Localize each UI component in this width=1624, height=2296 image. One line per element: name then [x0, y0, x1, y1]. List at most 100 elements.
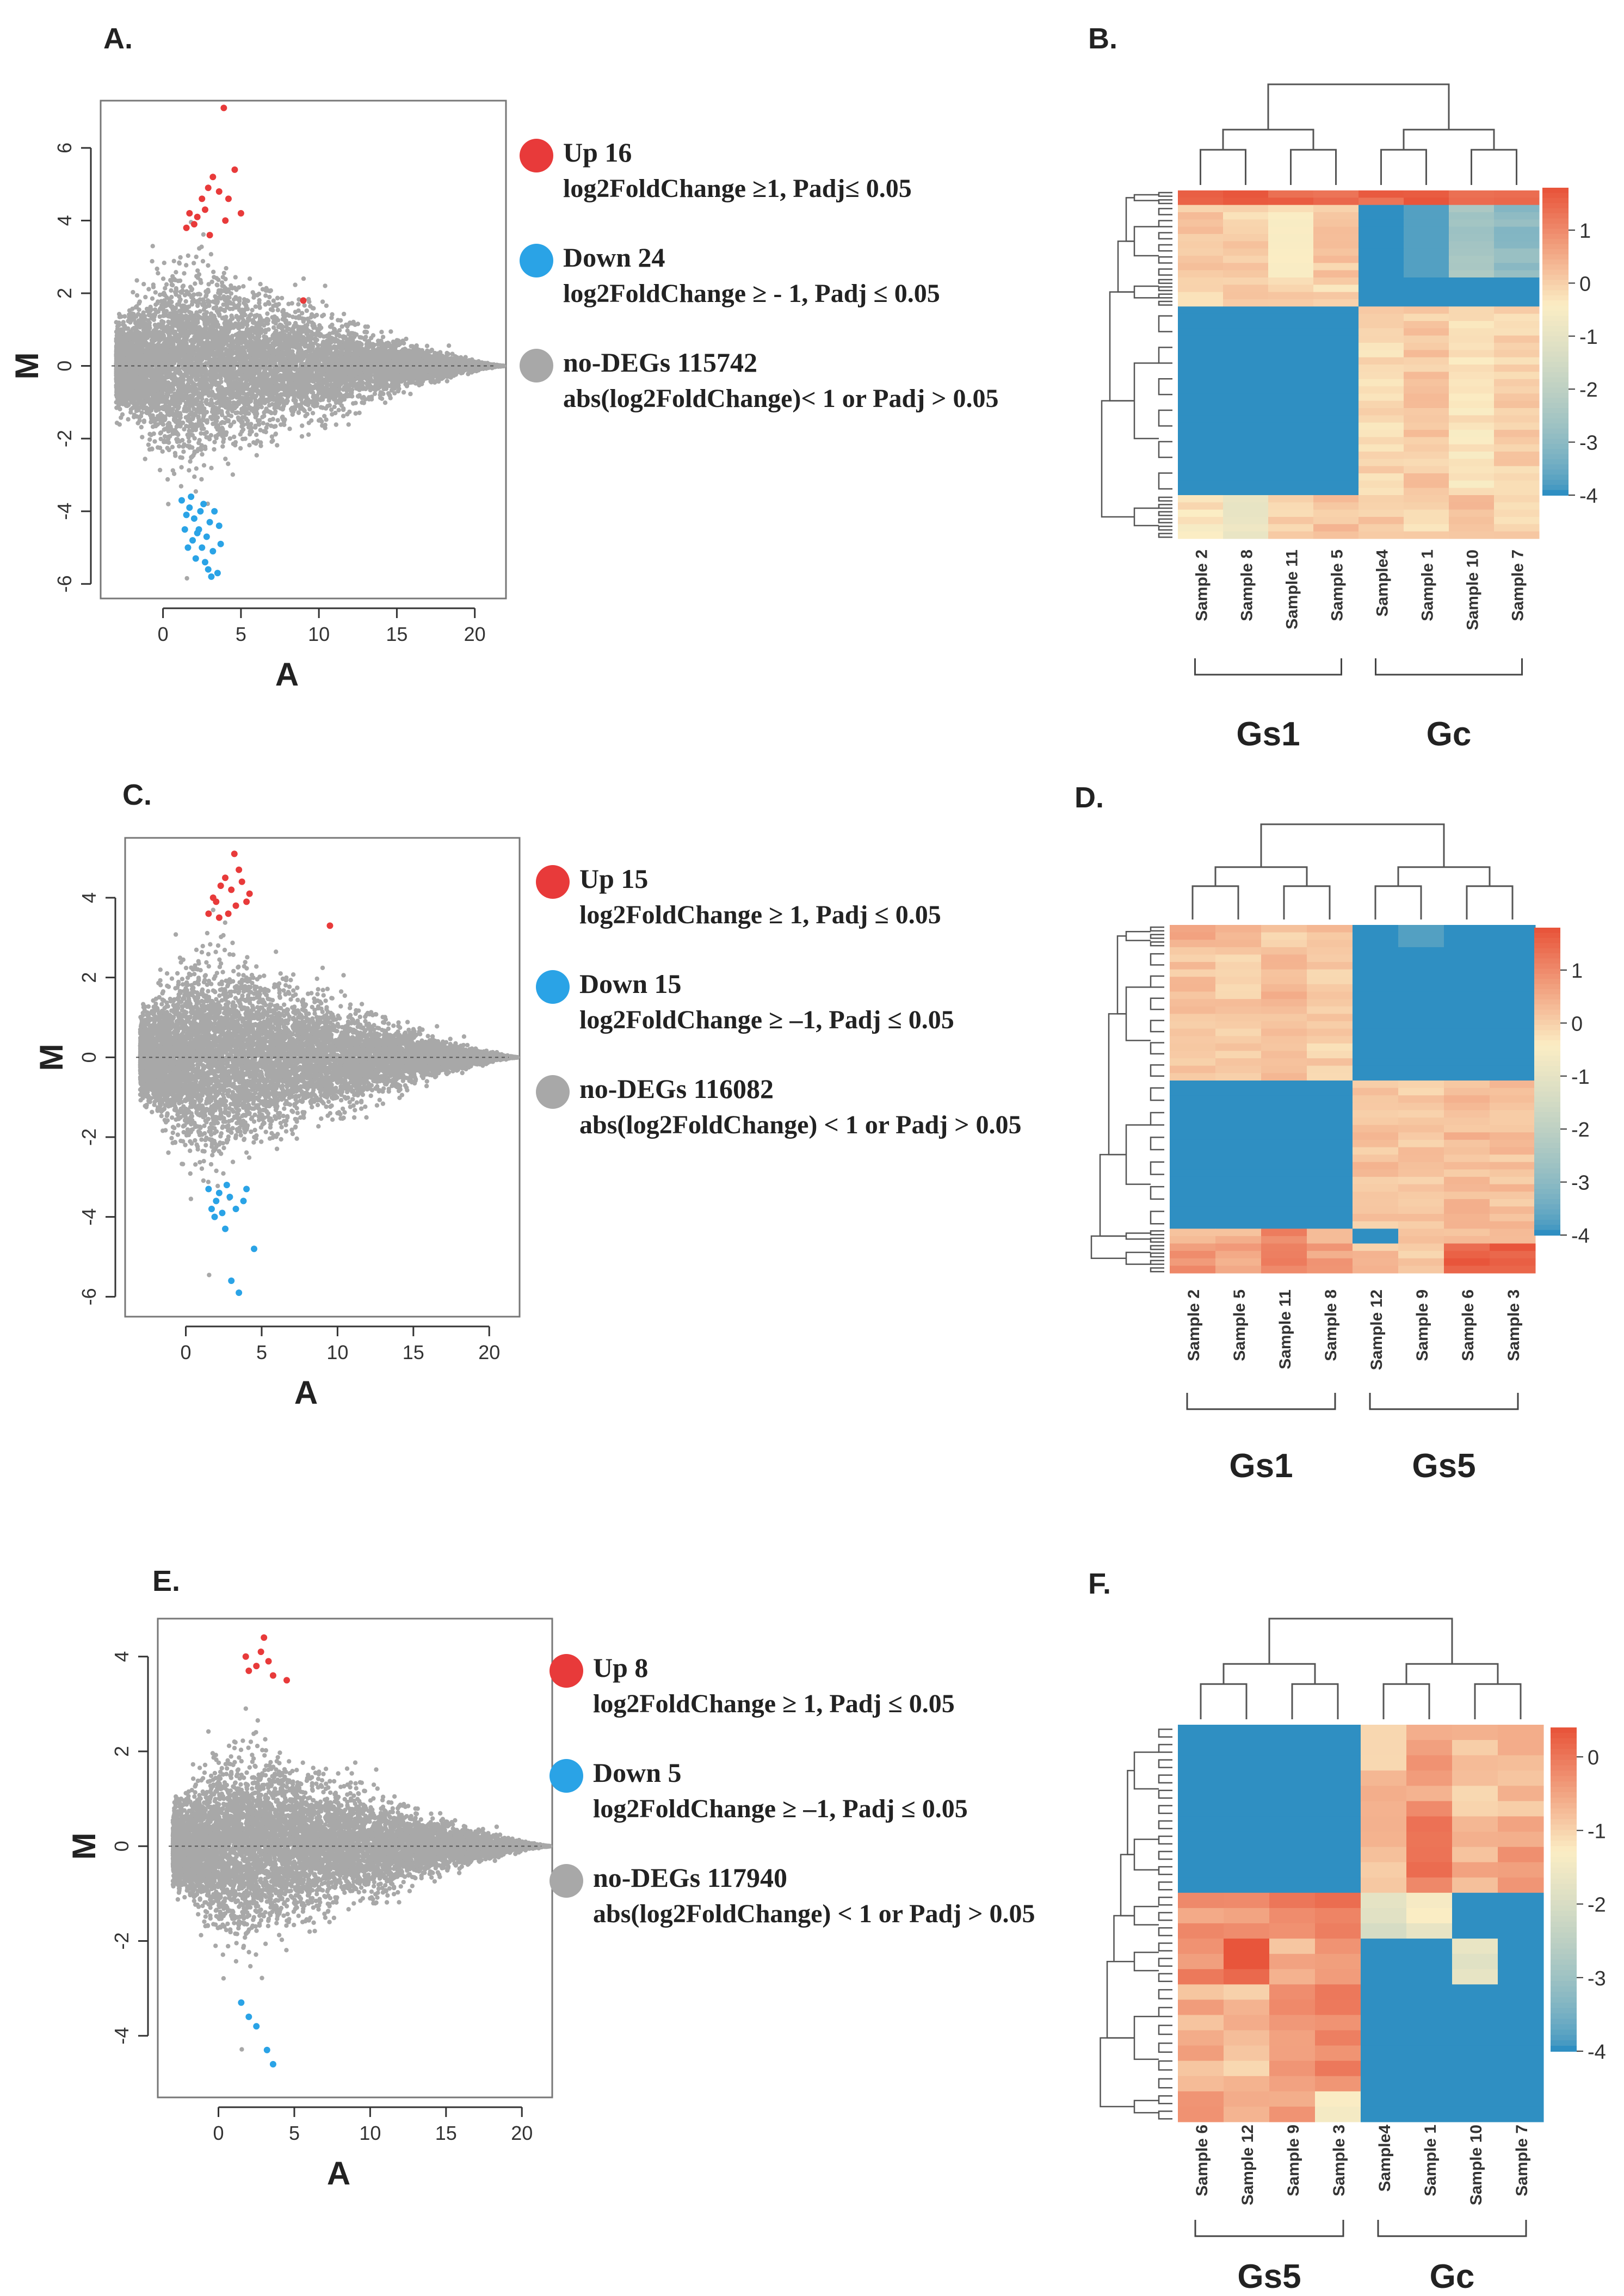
nodeg-point [231, 400, 236, 405]
nodeg-point [289, 355, 294, 360]
nodeg-point [200, 258, 206, 264]
nodeg-point [199, 426, 204, 431]
nodeg-point [279, 378, 283, 382]
nodeg-point [419, 371, 424, 376]
nodeg-point [373, 355, 378, 360]
nodeg-point [413, 381, 418, 386]
nodeg-point [289, 390, 294, 394]
nodeg-point [224, 362, 229, 368]
nodeg-point [436, 367, 442, 372]
nodeg-point [332, 350, 338, 355]
nodeg-point [460, 363, 465, 368]
nodeg-point [302, 382, 307, 388]
nodeg-point [261, 360, 265, 365]
nodeg-point [164, 340, 170, 345]
nodeg-point [143, 317, 147, 322]
nodeg-point [242, 365, 246, 369]
nodeg-point [376, 383, 381, 388]
nodeg-point [330, 393, 335, 398]
nodeg-point [406, 348, 412, 353]
nodeg-point [276, 353, 281, 358]
nodeg-point [360, 400, 365, 405]
nodeg-point [320, 340, 326, 345]
nodeg-point [321, 312, 326, 317]
nodeg-point [171, 336, 177, 342]
nodeg-point [231, 325, 236, 330]
nodeg-point [269, 377, 274, 382]
nodeg-point [379, 378, 384, 383]
nodeg-point [228, 352, 233, 357]
nodeg-point [214, 366, 219, 372]
nodeg-point [277, 359, 282, 363]
nodeg-point [214, 381, 219, 387]
nodeg-point [140, 369, 145, 375]
nodeg-point [155, 360, 159, 365]
nodeg-point [310, 306, 315, 311]
nodeg-point [127, 380, 132, 385]
nodeg-point [354, 363, 359, 368]
nodeg-point [331, 382, 337, 387]
nodeg-point [135, 353, 140, 359]
nodeg-point [254, 359, 258, 364]
nodeg-point [184, 385, 189, 390]
nodeg-point [400, 352, 406, 357]
nodeg-point [265, 388, 270, 393]
nodeg-point [270, 393, 275, 398]
nodeg-point [488, 363, 493, 368]
nodeg-point [200, 392, 205, 398]
nodeg-point [266, 378, 271, 383]
nodeg-point [149, 346, 154, 351]
nodeg-point [377, 365, 382, 370]
nodeg-point [157, 355, 162, 360]
nodeg-point [302, 392, 308, 397]
nodeg-point [119, 340, 124, 344]
nodeg-point [138, 356, 143, 361]
nodeg-point [396, 380, 401, 386]
nodeg-point [353, 351, 358, 356]
nodeg-point [200, 409, 205, 414]
nodeg-point [459, 359, 464, 365]
nodeg-point [372, 361, 376, 366]
nodeg-point [467, 358, 472, 363]
nodeg-point [337, 381, 342, 386]
nodeg-point [230, 365, 236, 370]
nodeg-point [162, 354, 166, 360]
nodeg-point [453, 360, 458, 365]
nodeg-point [401, 354, 406, 359]
nodeg-point [165, 446, 170, 450]
nodeg-point [142, 370, 147, 375]
nodeg-point [114, 347, 120, 351]
nodeg-point [371, 357, 376, 362]
nodeg-point [412, 366, 417, 371]
nodeg-point [287, 326, 292, 332]
nodeg-point [328, 361, 333, 366]
nodeg-point [277, 339, 283, 344]
nodeg-point [434, 358, 439, 363]
nodeg-point [117, 349, 122, 354]
nodeg-point [277, 386, 282, 391]
nodeg-point [300, 361, 305, 366]
nodeg-point [460, 366, 465, 371]
nodeg-point [283, 362, 288, 367]
nodeg-point [393, 342, 398, 348]
nodeg-point [427, 353, 432, 359]
nodeg-point [253, 425, 258, 430]
nodeg-point [146, 330, 151, 335]
nodeg-point [144, 373, 149, 378]
nodeg-point [290, 355, 295, 360]
nodeg-point [187, 355, 192, 360]
nodeg-point [450, 351, 455, 356]
nodeg-point [223, 323, 228, 329]
nodeg-point [252, 365, 257, 369]
nodeg-point [437, 367, 442, 373]
nodeg-point [257, 362, 262, 367]
nodeg-point [365, 350, 369, 355]
nodeg-point [477, 363, 482, 369]
nodeg-point [202, 326, 207, 331]
nodeg-point [134, 373, 139, 378]
nodeg-point [124, 360, 128, 366]
nodeg-point [300, 355, 305, 360]
nodeg-point [356, 366, 361, 372]
nodeg-point [149, 417, 154, 422]
nodeg-point [165, 330, 171, 335]
